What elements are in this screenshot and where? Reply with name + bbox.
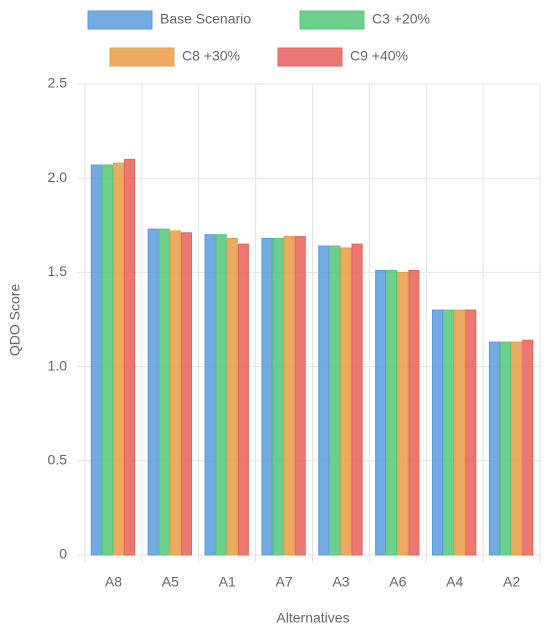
x-tick-label: A3 bbox=[332, 574, 349, 590]
bar bbox=[101, 164, 113, 556]
bar bbox=[375, 270, 387, 556]
bar bbox=[522, 339, 534, 556]
bar bbox=[90, 164, 102, 556]
bar bbox=[432, 309, 444, 556]
y-tick-label: 0 bbox=[59, 546, 67, 562]
bar bbox=[237, 243, 249, 556]
y-tick-label: 2.0 bbox=[48, 169, 68, 185]
y-tick-label: 2.5 bbox=[48, 75, 68, 91]
bar bbox=[443, 309, 455, 556]
bar bbox=[169, 230, 181, 556]
x-axis-label: Alternatives bbox=[276, 610, 349, 626]
bar bbox=[272, 237, 284, 556]
bar bbox=[329, 245, 341, 556]
bar bbox=[180, 232, 192, 556]
x-tick-label: A1 bbox=[219, 574, 236, 590]
y-tick-label: 0.5 bbox=[48, 452, 68, 468]
y-tick-label: 1.5 bbox=[48, 263, 68, 279]
x-tick-label: A5 bbox=[162, 574, 179, 590]
bar bbox=[226, 237, 238, 556]
legend-swatch bbox=[299, 10, 365, 30]
bar bbox=[112, 162, 125, 556]
bar bbox=[124, 158, 136, 556]
y-axis-label: QDO Score bbox=[7, 284, 23, 357]
bar bbox=[386, 270, 398, 556]
legend-label: C9 +40% bbox=[350, 48, 408, 64]
legend-label: Base Scenario bbox=[160, 11, 251, 27]
bar bbox=[215, 234, 227, 556]
legend-swatch bbox=[277, 47, 343, 67]
y-tick-label: 1.0 bbox=[48, 357, 68, 373]
bar bbox=[465, 309, 477, 556]
bar bbox=[147, 228, 159, 556]
bar bbox=[294, 236, 306, 556]
x-tick-label: A6 bbox=[389, 574, 406, 590]
legend-label: C8 +30% bbox=[182, 48, 240, 64]
bar bbox=[511, 341, 523, 556]
bar bbox=[318, 245, 330, 556]
bar bbox=[488, 341, 500, 556]
bar bbox=[454, 309, 466, 556]
bar bbox=[397, 271, 409, 556]
bar bbox=[340, 247, 352, 556]
bar bbox=[158, 228, 170, 556]
bar bbox=[351, 243, 363, 556]
legend-label: C3 +20% bbox=[372, 11, 430, 27]
bar bbox=[261, 237, 273, 556]
legend-swatch bbox=[109, 47, 175, 67]
bar bbox=[499, 341, 512, 556]
bar bbox=[204, 234, 216, 556]
x-tick-label: A7 bbox=[276, 574, 293, 590]
bar bbox=[408, 270, 420, 556]
legend-swatch bbox=[87, 10, 153, 30]
bar bbox=[283, 236, 295, 556]
x-tick-label: A4 bbox=[446, 574, 463, 590]
x-tick-label: A8 bbox=[105, 574, 122, 590]
x-tick-label: A2 bbox=[503, 574, 520, 590]
